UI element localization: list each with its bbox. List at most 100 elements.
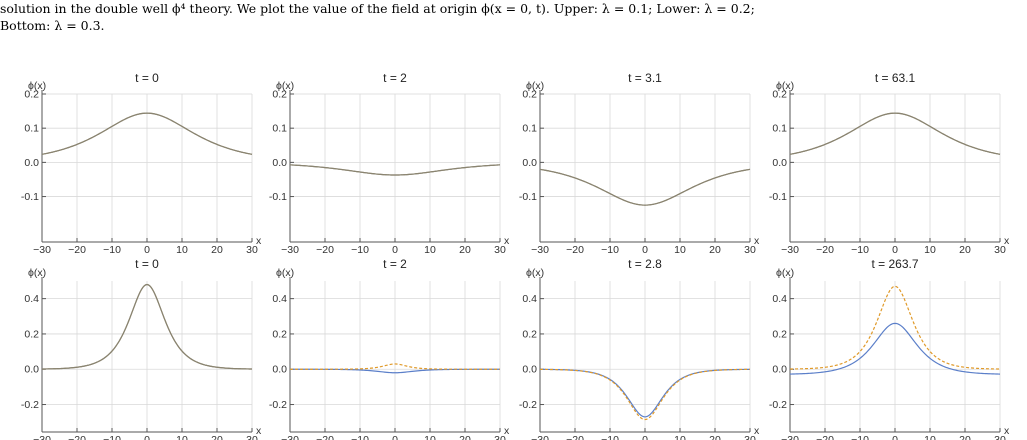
x-tick-label: −10 [103,434,121,440]
x-tick-label: −20 [68,244,86,256]
y-tick-label: -0.1 [269,191,287,203]
x-tick-label: 20 [709,244,721,256]
y-axis-label: ϕ(x) [276,80,294,92]
x-tick-label: 0 [144,434,150,440]
chart-title: t = 2 [383,257,407,271]
x-tick-label: −10 [601,244,619,256]
dashed-series-line [539,168,751,206]
x-tick-label: 0 [892,434,898,440]
x-tick-label: 10 [176,244,188,256]
chart-title: t = 2.8 [628,257,662,271]
y-axis-label: ϕ(x) [28,80,46,92]
chart-panel-7: −30 −20 −10 0 10 20 30 -0.2 0.0 0.2 0.4 ϕ(x) x t = 2.… [519,257,760,440]
y-tick-label: 0.1 [272,123,287,135]
x-axis-label: x [256,235,262,247]
chart-panel-2: −30 −20 −10 0 10 20 30 -0.1 0.0 0.1 0.2ϕ(x) x t = 2 [269,71,510,256]
y-tick-label: 0.0 [24,364,39,376]
x-tick-label: 20 [959,244,971,256]
x-tick-label: 30 [246,434,258,440]
x-tick-label: 0 [144,244,150,256]
y-tick-label: 0.1 [24,123,39,135]
x-tick-label: 0 [642,434,648,440]
y-tick-label: 0.0 [24,157,39,169]
x-tick-label: 10 [924,434,936,440]
y-axis-label: ϕ(x) [28,267,46,279]
x-tick-label: 30 [246,244,258,256]
x-tick-label: −10 [103,244,121,256]
x-tick-label: 30 [994,244,1006,256]
x-tick-label: −30 [531,244,549,256]
x-tick-label: 0 [392,244,398,256]
y-tick-label: 0.4 [772,293,787,305]
x-tick-label: 0 [892,244,898,256]
x-tick-label: 10 [176,434,188,440]
y-tick-label: 0.0 [272,157,287,169]
y-tick-label: -0.2 [269,399,287,411]
y-tick-label: 0.2 [772,328,787,340]
chart-title: t = 0 [135,257,159,271]
chart-panel-4: −30 −20 −10 0 10 20 30 -0.1 0.0 0.1 0.2ϕ(x) x t = 63… [769,71,1010,256]
figure-caption: solution in the double well ϕ⁴ theory. W… [0,0,1027,34]
caption-line-1: solution in the double well ϕ⁴ theory. W… [0,1,755,16]
x-tick-label: 20 [959,434,971,440]
dashed-series-line [41,112,253,155]
y-tick-label: 0.1 [772,123,787,135]
y-tick-label: -0.1 [21,191,39,203]
chart-panel-6: −30 −20 −10 0 10 20 30 -0.2 0.0 0.2 0.4 ϕ(x) x t = 2 [269,257,510,440]
x-axis-label: x [1004,235,1010,247]
y-tick-label: 0.0 [772,157,787,169]
x-tick-label: −10 [351,434,369,440]
x-axis-label: x [504,235,510,247]
x-tick-label: −20 [68,434,86,440]
y-tick-label: -0.1 [769,191,787,203]
y-tick-label: 0.4 [24,293,39,305]
dashed-series-line [41,283,253,370]
x-tick-label: 0 [392,434,398,440]
chart-panel-8: −30 −20 −10 0 10 20 30 -0.2 0.0 0.2 0.4 ϕ(x) x t = 26… [769,257,1010,440]
x-tick-label: 20 [459,244,471,256]
x-tick-label: 10 [674,434,686,440]
x-tick-label: 10 [424,244,436,256]
y-axis-label: ϕ(x) [526,80,544,92]
y-tick-label: -0.2 [519,399,537,411]
chart-title: t = 63.1 [875,71,916,85]
x-tick-label: −30 [281,434,299,440]
chart-title: t = 3.1 [628,71,662,85]
x-tick-label: −20 [566,434,584,440]
y-tick-label: 0.0 [522,364,537,376]
x-tick-label: −10 [351,244,369,256]
x-axis-label: x [754,235,760,247]
x-tick-label: 20 [459,434,471,440]
x-axis-label: x [256,425,262,437]
x-tick-label: −20 [566,244,584,256]
y-tick-label: 0.2 [522,328,537,340]
x-tick-label: 30 [494,434,506,440]
x-tick-label: 30 [744,434,756,440]
y-tick-label: 0.2 [772,89,787,101]
x-axis-label: x [504,425,510,437]
chart-panel-1: −30 −20 −10 0 10 20 30 -0.1 0.0 0.1 0.2ϕ(x) x t = 0 [21,71,262,256]
x-tick-label: 10 [674,244,686,256]
dashed-series-line [290,363,500,370]
x-tick-label: 20 [211,434,223,440]
x-tick-label: 30 [744,244,756,256]
x-tick-label: −10 [851,244,869,256]
x-tick-label: −30 [281,244,299,256]
y-tick-label: 0.2 [24,328,39,340]
chart-title: t = 263.7 [871,257,918,271]
solid-series-line [789,322,1001,375]
x-axis-label: x [754,425,760,437]
x-tick-label: −10 [601,434,619,440]
y-tick-label: 0.1 [522,123,537,135]
y-tick-label: -0.2 [21,399,39,411]
x-tick-label: 20 [211,244,223,256]
x-tick-label: −30 [781,244,799,256]
x-tick-label: −20 [316,244,334,256]
y-tick-label: -0.2 [769,399,787,411]
x-tick-label: −30 [781,434,799,440]
x-tick-label: 10 [424,434,436,440]
y-axis-label: ϕ(x) [776,267,794,279]
y-tick-label: 0.4 [522,293,537,305]
y-tick-label: 0.0 [272,364,287,376]
